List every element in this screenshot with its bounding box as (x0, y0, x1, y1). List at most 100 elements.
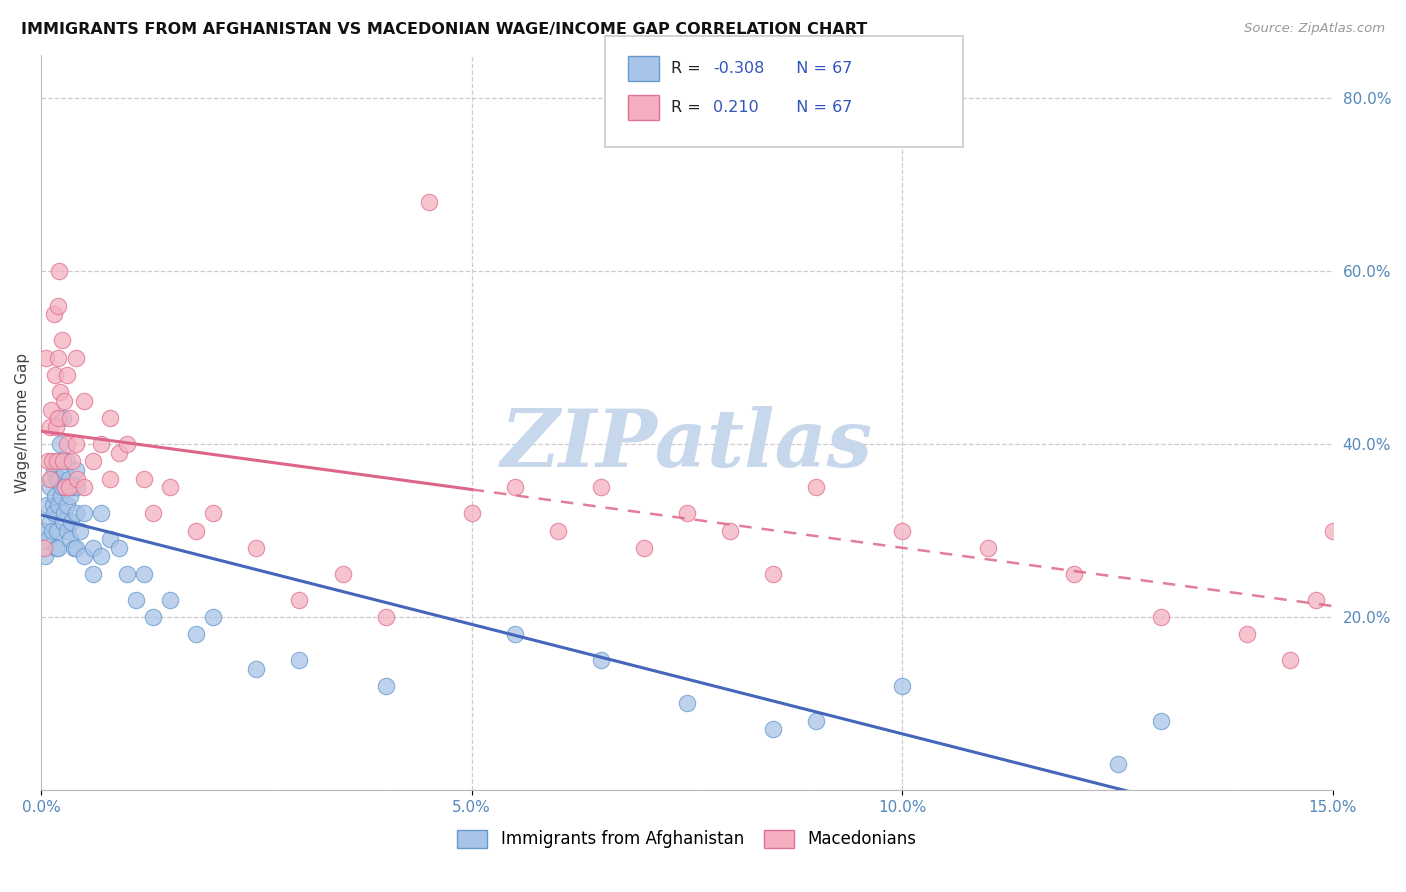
Point (42, 506, 65, 520)
Point (804, 480, 827, 494)
Point (66, 480, 89, 494)
Point (58, 472, 80, 486)
Point (56, 498, 79, 512)
Point (45, 420, 67, 434)
Point (90, 437, 112, 451)
Point (134, 566, 156, 581)
Point (60, 454, 83, 468)
Point (46, 541, 69, 555)
Point (52, 393, 75, 408)
Point (45, 454, 67, 468)
Text: N = 67: N = 67 (786, 100, 852, 114)
Point (589, 480, 612, 494)
Point (38, 515, 60, 529)
Point (460, 506, 482, 520)
Point (49, 437, 72, 451)
Point (66, 472, 89, 486)
Point (45, 472, 67, 486)
Point (142, 610, 165, 624)
Point (159, 592, 181, 607)
Point (1063, 566, 1085, 581)
Point (184, 627, 207, 641)
Point (52, 411, 75, 425)
Point (891, 524, 914, 538)
Text: R =: R = (671, 62, 706, 76)
Point (58, 489, 80, 503)
Point (44, 368, 66, 382)
Y-axis label: Wage/Income Gap: Wage/Income Gap (15, 352, 30, 492)
Point (53, 480, 76, 494)
Point (1365, 592, 1388, 607)
Point (676, 697, 699, 711)
Point (1322, 524, 1344, 538)
Point (115, 566, 138, 581)
Point (288, 653, 311, 667)
Point (51, 480, 73, 494)
Point (73, 506, 96, 520)
Point (65, 463, 87, 477)
Point (56, 368, 79, 382)
Point (58, 480, 80, 494)
Point (52, 454, 75, 468)
Point (107, 541, 129, 555)
Point (52, 515, 75, 529)
Point (332, 566, 354, 581)
Point (202, 610, 225, 624)
Point (51, 334, 73, 348)
Point (134, 472, 156, 486)
Point (73, 393, 96, 408)
Point (891, 679, 914, 693)
Point (46, 454, 69, 468)
Point (245, 662, 267, 676)
Point (41, 454, 63, 468)
Point (676, 506, 699, 520)
Point (90, 506, 112, 520)
Point (184, 524, 207, 538)
Point (65, 541, 87, 555)
Point (49, 489, 72, 503)
Point (48, 472, 70, 486)
Point (98, 532, 121, 546)
Point (1149, 714, 1171, 728)
Point (374, 679, 396, 693)
Point (142, 506, 165, 520)
Point (46, 299, 69, 313)
Point (63, 541, 86, 555)
Point (44, 489, 66, 503)
Point (37, 498, 59, 512)
Point (42, 308, 65, 322)
Point (1278, 653, 1301, 667)
Point (48, 264, 70, 278)
Point (633, 541, 655, 555)
Point (42, 463, 65, 477)
Point (32, 541, 55, 555)
Point (1355, 566, 1378, 581)
Point (56, 437, 79, 451)
Point (46, 498, 69, 512)
Point (37, 532, 59, 546)
Point (1236, 627, 1258, 641)
Legend: Immigrants from Afghanistan, Macedonians: Immigrants from Afghanistan, Macedonians (451, 823, 924, 855)
Point (762, 566, 785, 581)
Point (38, 420, 60, 434)
Point (503, 480, 526, 494)
Point (41, 472, 63, 486)
Point (107, 446, 129, 460)
Point (547, 524, 569, 538)
Point (98, 472, 121, 486)
Point (45, 541, 67, 555)
Point (49, 385, 72, 400)
Text: IMMIGRANTS FROM AFGHANISTAN VS MACEDONIAN WAGE/INCOME GAP CORRELATION CHART: IMMIGRANTS FROM AFGHANISTAN VS MACEDONIA… (21, 22, 868, 37)
Point (418, 195, 440, 210)
Point (53, 506, 76, 520)
Point (65, 351, 87, 365)
Point (46, 411, 69, 425)
Point (41, 524, 63, 538)
Point (374, 610, 396, 624)
Point (60, 480, 83, 494)
Point (90, 549, 112, 564)
Point (69, 524, 91, 538)
Point (503, 627, 526, 641)
Text: R =: R = (671, 100, 710, 114)
Text: ZIPatlas: ZIPatlas (501, 406, 873, 483)
